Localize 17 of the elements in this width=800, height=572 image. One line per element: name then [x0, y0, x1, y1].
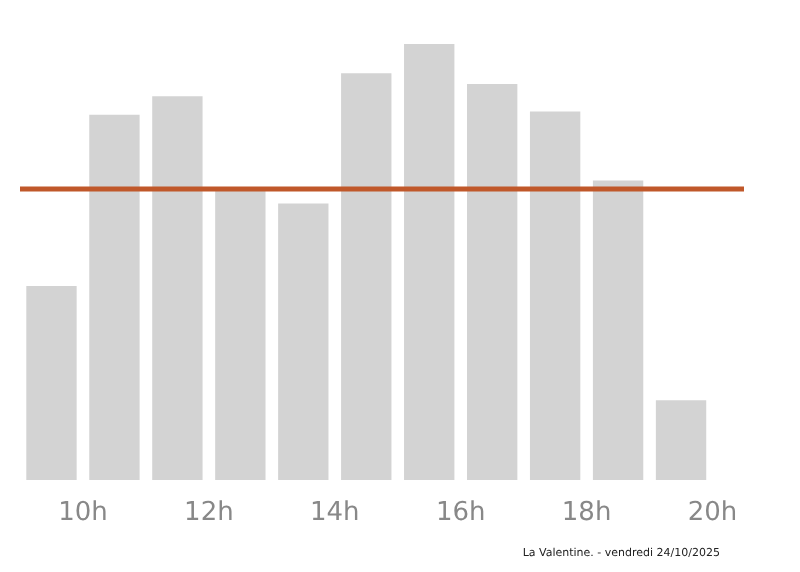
- bar: [341, 73, 392, 480]
- x-tick-label: 10h: [58, 498, 108, 528]
- bar: [152, 96, 203, 480]
- bar: [278, 203, 329, 480]
- bar: [89, 114, 140, 480]
- bar: [404, 44, 455, 480]
- bar: [215, 190, 266, 480]
- bar: [529, 111, 581, 480]
- bar: [655, 400, 707, 480]
- x-tick-label: 12h: [184, 498, 234, 528]
- x-tick-label: 16h: [435, 498, 486, 528]
- bar: [26, 285, 77, 480]
- x-tick-label: 20h: [687, 498, 738, 528]
- bar: [592, 180, 644, 480]
- x-tick-label: 14h: [310, 498, 360, 528]
- x-tick-label: 18h: [561, 498, 612, 528]
- bar: [466, 84, 518, 480]
